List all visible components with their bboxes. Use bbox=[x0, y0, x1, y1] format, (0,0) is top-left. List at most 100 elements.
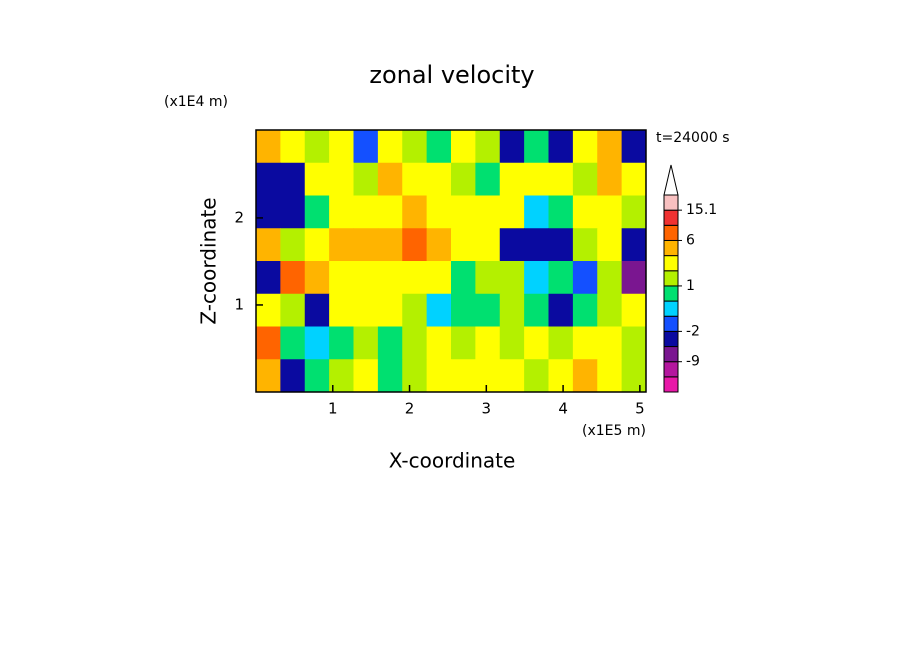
field-cell bbox=[304, 293, 330, 327]
field-cell bbox=[621, 228, 647, 262]
field-cell bbox=[329, 130, 354, 164]
colorbar-over bbox=[663, 164, 679, 196]
field-cell bbox=[572, 359, 598, 393]
field-cell bbox=[621, 326, 647, 360]
field-cell bbox=[572, 326, 598, 360]
field-cell bbox=[499, 326, 525, 360]
field-cell bbox=[377, 326, 403, 360]
field-cell bbox=[256, 261, 281, 295]
plot-frame bbox=[255, 129, 647, 393]
field-cell bbox=[524, 359, 549, 393]
colorbar-segment bbox=[663, 361, 679, 378]
field-cell bbox=[280, 130, 306, 164]
field-cell bbox=[499, 359, 525, 393]
field-cell bbox=[426, 359, 452, 393]
field-cell bbox=[426, 228, 452, 262]
field-cell bbox=[572, 162, 598, 196]
x-unit: (x1E5 m) bbox=[582, 423, 646, 439]
field-cell bbox=[451, 293, 476, 327]
field-cell bbox=[475, 228, 501, 262]
colorbar-segment bbox=[663, 315, 679, 332]
field-cell bbox=[548, 195, 574, 229]
y-unit: (x1E4 m) bbox=[164, 94, 228, 110]
field-cell bbox=[451, 130, 476, 164]
field-cell bbox=[353, 359, 379, 393]
field-cell bbox=[329, 326, 354, 360]
field-cell bbox=[524, 228, 549, 262]
field-cell bbox=[499, 130, 525, 164]
field-cell bbox=[597, 228, 623, 262]
field-cell bbox=[524, 293, 549, 327]
field-cell bbox=[524, 162, 549, 196]
field-cell bbox=[280, 162, 306, 196]
field-cell bbox=[451, 195, 476, 229]
field-cell bbox=[499, 195, 525, 229]
colorbar-tick-label: 15.1 bbox=[686, 202, 717, 218]
field-cell bbox=[451, 261, 476, 295]
field-cell bbox=[353, 195, 379, 229]
y-axis-label: Z-coordinate bbox=[197, 197, 221, 324]
axes: 1 2 3 4 5 1 2 -9 -2 1 6 15.1 bbox=[234, 129, 717, 418]
colorbar-segment bbox=[663, 270, 679, 287]
field-cell bbox=[548, 261, 574, 295]
field-cell bbox=[572, 228, 598, 262]
field-cell bbox=[475, 359, 501, 393]
colorbar-segment bbox=[663, 285, 679, 302]
field-cell bbox=[353, 326, 379, 360]
field-cell bbox=[329, 261, 354, 295]
field-cell bbox=[304, 228, 330, 262]
field-cell bbox=[304, 162, 330, 196]
field-cell bbox=[353, 293, 379, 327]
field-cell bbox=[402, 261, 428, 295]
colorbar-tick-label: -2 bbox=[686, 323, 700, 339]
field-cell bbox=[353, 162, 379, 196]
field-cell bbox=[402, 359, 428, 393]
field-cell bbox=[548, 293, 574, 327]
field-cell bbox=[256, 326, 281, 360]
colorbar-tick-label: 1 bbox=[686, 278, 695, 294]
field-cell bbox=[499, 162, 525, 196]
field-cell bbox=[426, 162, 452, 196]
field-cell bbox=[280, 326, 306, 360]
field-cell bbox=[597, 195, 623, 229]
field-cell bbox=[280, 228, 306, 262]
field-cell bbox=[256, 195, 281, 229]
field-cell bbox=[524, 195, 549, 229]
colorbar-tick-label: 6 bbox=[686, 232, 695, 248]
field-cell bbox=[572, 195, 598, 229]
field-cell bbox=[597, 162, 623, 196]
field-cell bbox=[597, 293, 623, 327]
contour-field bbox=[256, 130, 647, 393]
colorbar-segment bbox=[663, 346, 679, 363]
y-tick-label: 2 bbox=[234, 208, 244, 226]
field-cell bbox=[304, 261, 330, 295]
field-cell bbox=[548, 130, 574, 164]
field-cell bbox=[329, 162, 354, 196]
field-cell bbox=[597, 359, 623, 393]
field-cell bbox=[597, 130, 623, 164]
field-cell bbox=[329, 195, 354, 229]
field-cell bbox=[572, 130, 598, 164]
colorbar-segment bbox=[663, 239, 679, 257]
field-cell bbox=[451, 162, 476, 196]
y-tick-label: 1 bbox=[234, 295, 244, 313]
field-cell bbox=[280, 293, 306, 327]
field-cell bbox=[402, 162, 428, 196]
field-cell bbox=[548, 359, 574, 393]
chart-title: zonal velocity bbox=[369, 61, 534, 89]
colorbar-segment bbox=[663, 330, 679, 348]
colorbar-segment bbox=[663, 224, 679, 241]
field-cell bbox=[426, 130, 452, 164]
field-cell bbox=[304, 195, 330, 229]
field-cell bbox=[451, 326, 476, 360]
field-cell bbox=[548, 162, 574, 196]
field-cell bbox=[572, 293, 598, 327]
field-cell bbox=[377, 293, 403, 327]
field-cell bbox=[621, 195, 647, 229]
field-cell bbox=[426, 195, 452, 229]
field-cell bbox=[499, 293, 525, 327]
field-cell bbox=[426, 326, 452, 360]
x-tick-label: 5 bbox=[635, 400, 645, 418]
